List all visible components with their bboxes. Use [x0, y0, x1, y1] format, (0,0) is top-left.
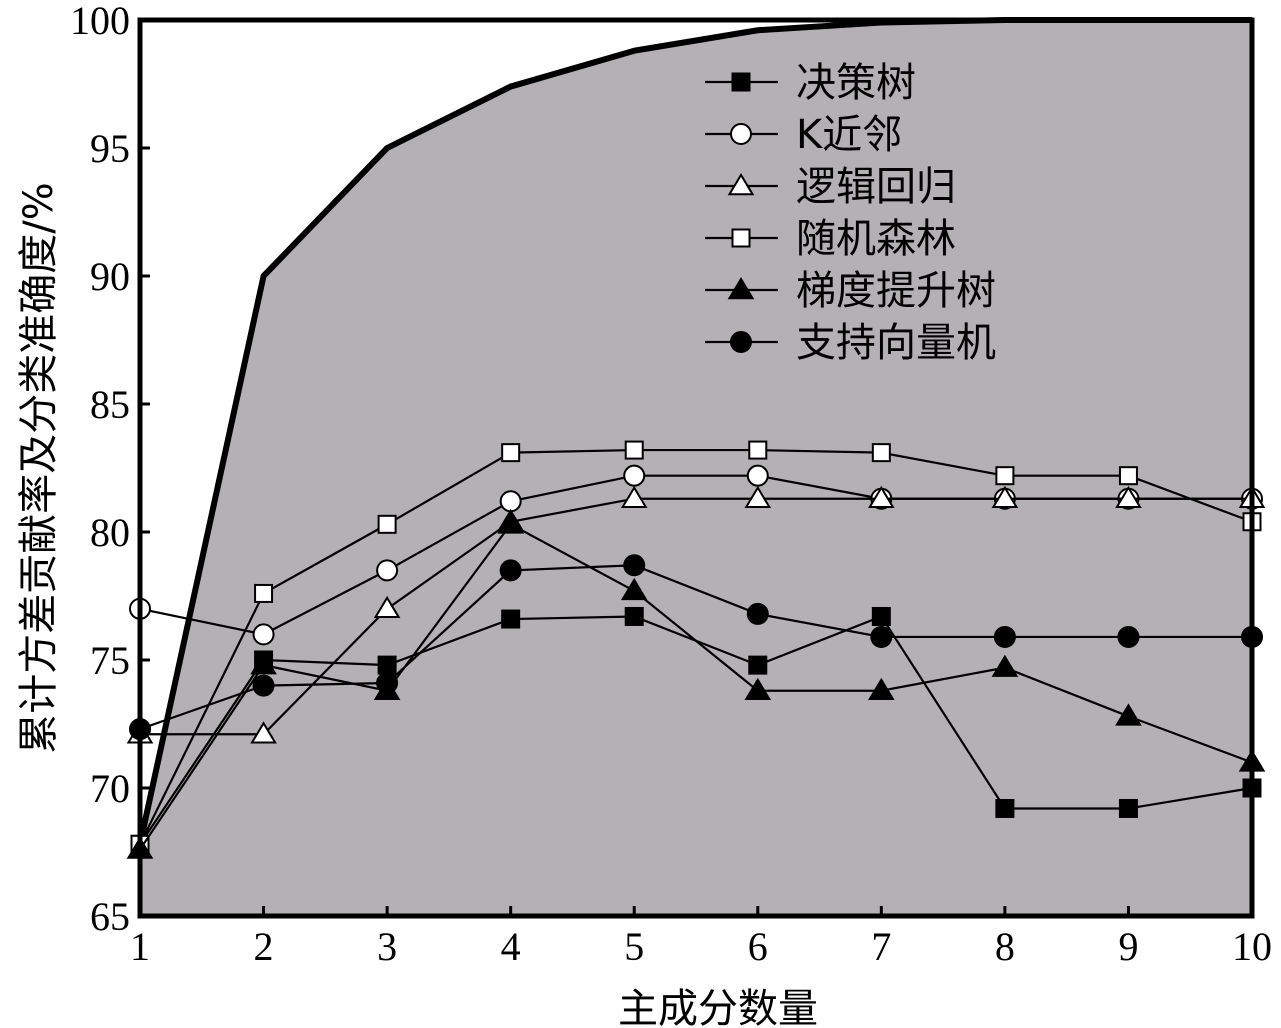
legend-marker [727, 277, 755, 300]
legend-label: 逻辑回归 [796, 164, 956, 210]
data-point [995, 466, 1015, 486]
data-point [250, 652, 277, 675]
data-point [252, 623, 275, 646]
data-point [624, 606, 644, 626]
data-point [499, 559, 522, 582]
y-tick-label: 75 [90, 638, 130, 683]
legend-label: 随机森林 [796, 216, 956, 262]
x-tick-label: 9 [1118, 924, 1138, 969]
data-point [252, 674, 275, 697]
data-point [991, 654, 1019, 677]
y-tick-label: 95 [90, 126, 130, 171]
x-tick-label: 6 [748, 924, 768, 969]
data-point [376, 672, 399, 695]
legend-item: 梯度提升树 [705, 268, 996, 314]
y-tick-label: 80 [90, 510, 130, 555]
legend-item: 逻辑回归 [705, 164, 956, 210]
series-5 [126, 511, 1266, 859]
data-point [501, 609, 521, 629]
legend-marker [730, 331, 752, 353]
legend-label: 梯度提升树 [796, 268, 996, 314]
data-point [1118, 798, 1138, 818]
legend-label: 支持向量机 [796, 320, 996, 366]
data-point [501, 443, 521, 463]
x-tick-label: 1 [130, 924, 150, 969]
series-line [139, 564, 1252, 731]
data-point [748, 655, 768, 675]
data-point [871, 606, 891, 626]
data-point [871, 443, 891, 463]
data-point [620, 577, 648, 601]
data-point [748, 440, 768, 460]
data-point [623, 464, 646, 487]
data-point [1117, 625, 1140, 648]
series-line [139, 448, 1253, 845]
legend-marker [730, 123, 752, 145]
data-point [499, 490, 522, 513]
x-tick-label: 7 [871, 924, 891, 969]
legend-marker [731, 72, 751, 92]
data-point [746, 464, 769, 487]
y-tick-label: 65 [90, 894, 130, 939]
x-tick-label: 8 [995, 924, 1015, 969]
data-point [995, 798, 1015, 818]
data-point [868, 677, 895, 700]
data-point [497, 511, 524, 534]
legend-item: 随机森林 [705, 216, 956, 262]
x-axis-title: 主成分数量 [618, 986, 818, 1028]
data-point [991, 485, 1019, 508]
y-tick-label: 100 [70, 0, 130, 43]
data-point [250, 721, 277, 744]
x-tick-label: 4 [501, 924, 521, 969]
data-point [746, 602, 769, 625]
legend-item: 决策树 [705, 60, 916, 106]
series-layer [126, 440, 1266, 859]
y-axis-title: 累计方差贡献率及分类准确度/% [16, 182, 62, 753]
legend-marker [727, 173, 755, 196]
data-point [744, 485, 772, 508]
y-tick-label: 85 [90, 382, 130, 427]
data-point [1115, 485, 1142, 508]
data-point [377, 655, 397, 675]
data-point [620, 485, 648, 508]
legend-label: K近邻 [796, 112, 902, 158]
data-point [373, 595, 401, 619]
data-point [1118, 466, 1138, 486]
legend-label: 决策树 [796, 60, 916, 106]
cumulative-variance-area [140, 20, 1252, 916]
data-point [254, 583, 274, 603]
legend-item: 支持向量机 [705, 320, 996, 366]
plot-frame [137, 17, 1255, 919]
series-line [140, 497, 1252, 736]
data-point [624, 440, 644, 460]
data-point [993, 625, 1016, 648]
x-tick-label: 5 [624, 924, 644, 969]
data-point [868, 485, 895, 508]
data-point [623, 554, 646, 577]
series-6 [129, 554, 1263, 741]
data-point [870, 625, 893, 648]
y-tick-label: 90 [90, 254, 130, 299]
x-tick-label: 10 [1232, 924, 1272, 969]
series-line [139, 522, 1253, 851]
legend-marker [731, 228, 751, 248]
data-point [376, 559, 399, 582]
x-tick-label: 3 [377, 924, 397, 969]
legend-item: K近邻 [705, 112, 902, 158]
y-tick-label: 70 [90, 766, 130, 811]
data-point [744, 677, 772, 700]
data-point [377, 514, 397, 534]
x-tick-label: 2 [254, 924, 274, 969]
tick-layer: 1 2 3 4 5 6 7 8 9 10 65 70 75 80 85 90 95 100 [70, 0, 1272, 969]
data-point [1115, 703, 1142, 726]
